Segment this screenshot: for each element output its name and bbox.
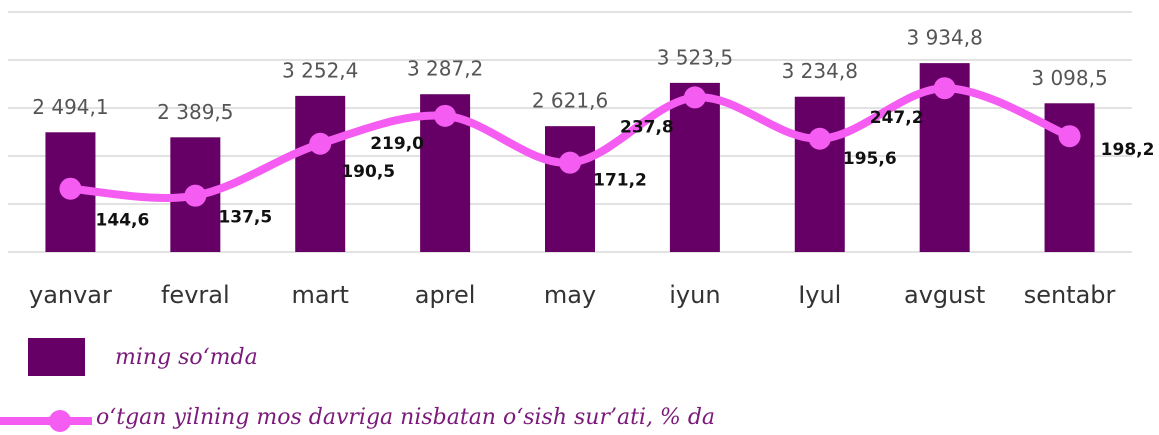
- line-marker: [184, 184, 207, 207]
- bar-value-label: 3 934,8: [906, 26, 982, 50]
- line-marker: [1058, 125, 1081, 148]
- x-tick-label: sentabr: [1024, 281, 1116, 309]
- x-tick-label: avgust: [904, 281, 985, 309]
- bar-value-label: 3 523,5: [657, 45, 733, 69]
- bar: [794, 96, 845, 252]
- bar-value-label: 2 389,5: [157, 100, 233, 124]
- x-tick-label: mart: [292, 281, 349, 309]
- x-tick-label: aprel: [415, 281, 476, 309]
- line-value-label: 144,6: [96, 211, 150, 231]
- bar-value-label: 3 287,2: [407, 57, 483, 81]
- bar: [545, 126, 595, 252]
- line-value-label: 247,2: [870, 108, 924, 128]
- line-marker: [683, 86, 706, 109]
- x-tick-label: may: [544, 281, 596, 309]
- line-value-label: 171,2: [593, 171, 647, 191]
- line-marker: [59, 177, 82, 200]
- legend-label: ming so‘mda: [115, 345, 258, 370]
- line-value-label: 195,6: [843, 149, 897, 169]
- bar-value-label: 3 098,5: [1031, 66, 1107, 90]
- legend-label: o‘tgan yilning mos davriga nisbatan o‘si…: [96, 405, 715, 430]
- x-tick-label: yanvar: [29, 281, 112, 309]
- bar: [669, 82, 720, 252]
- line-marker: [309, 132, 332, 155]
- line-value-label: 137,5: [218, 208, 272, 228]
- line-marker: [808, 127, 831, 150]
- line-value-label: 198,2: [1101, 140, 1155, 160]
- line-marker: [559, 151, 581, 174]
- bar: [295, 95, 346, 252]
- line-marker: [933, 77, 956, 100]
- bar-value-label: 3 252,4: [282, 58, 358, 82]
- x-tick-label: fevral: [161, 281, 230, 309]
- bar-value-label: 2 494,1: [32, 95, 108, 119]
- line-value-label: 190,5: [341, 162, 395, 182]
- line-value-label: 219,0: [370, 134, 424, 154]
- legend-swatch: [28, 338, 85, 376]
- bar-value-label: 2 621,6: [532, 89, 608, 113]
- line-value-label: 237,8: [620, 117, 674, 137]
- bar-value-label: 3 234,8: [782, 59, 858, 83]
- line-marker: [434, 104, 457, 127]
- legend-swatch: [49, 410, 71, 432]
- x-tick-label: Iyul: [798, 281, 841, 309]
- x-tick-label: iyun: [669, 281, 720, 309]
